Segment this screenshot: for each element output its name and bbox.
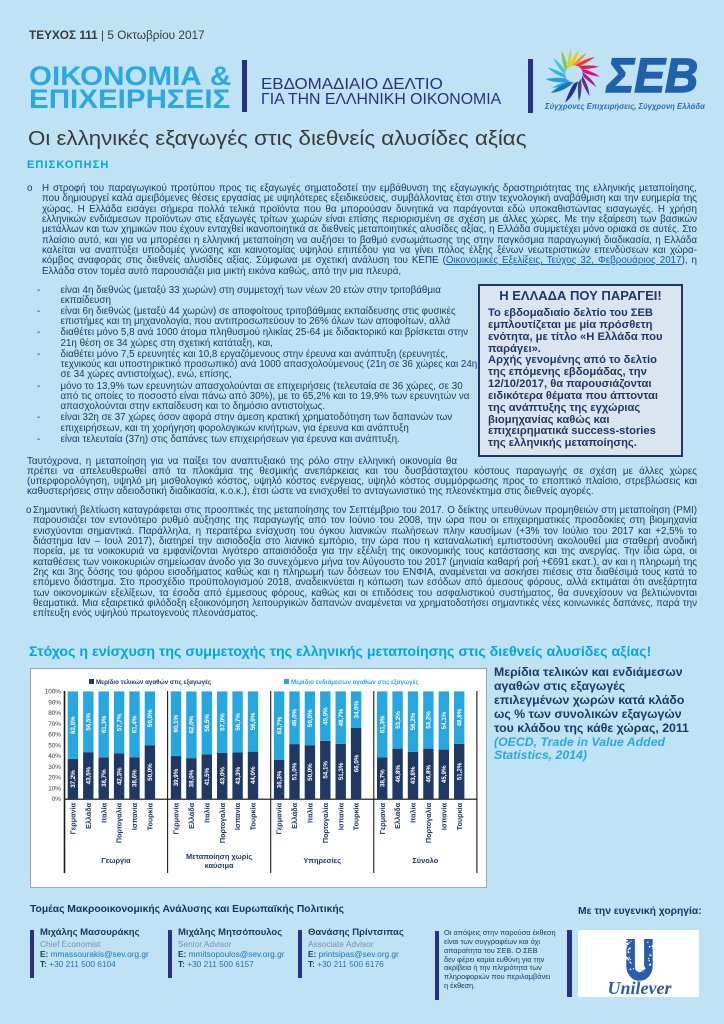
svg-text:56,0%: 56,0% <box>250 712 257 730</box>
svg-text:Ελλάδα: Ελλάδα <box>393 802 402 828</box>
svg-text:70%: 70% <box>48 721 61 728</box>
svg-text:48,8%: 48,8% <box>456 708 463 726</box>
svg-text:Ιταλία: Ιταλία <box>306 802 315 822</box>
svg-text:Πορτογαλία: Πορτογαλία <box>424 802 433 843</box>
svg-text:Γερμανία: Γερμανία <box>172 802 181 834</box>
svg-text:60%: 60% <box>48 732 61 739</box>
svg-text:40%: 40% <box>48 753 61 760</box>
svg-text:Ελλάδα: Ελλάδα <box>290 802 299 828</box>
svg-text:37,2%: 37,2% <box>70 770 77 788</box>
svg-text:56,2%: 56,2% <box>410 712 417 730</box>
svg-text:80%: 80% <box>48 710 61 717</box>
svg-text:90%: 90% <box>48 699 61 706</box>
svg-text:43,8%: 43,8% <box>410 766 417 784</box>
svg-text:49,0%: 49,0% <box>292 708 299 726</box>
svg-text:54,1%: 54,1% <box>323 761 330 779</box>
svg-text:60,1%: 60,1% <box>173 714 180 732</box>
svg-text:Μεταποίηση χωρίς: Μεταποίηση χωρίς <box>186 852 252 861</box>
svg-text:45,9%: 45,9% <box>441 765 448 783</box>
svg-text:61,3%: 61,3% <box>101 715 108 733</box>
svg-text:Πορτογαλία: Πορτογαλία <box>218 802 227 843</box>
svg-text:51,0%: 51,0% <box>292 762 299 780</box>
svg-text:Σύνολο: Σύνολο <box>412 856 438 865</box>
svg-text:66,0%: 66,0% <box>353 754 360 772</box>
svg-text:Ισπανία: Ισπανία <box>130 802 139 830</box>
svg-text:43,5%: 43,5% <box>86 766 93 784</box>
svg-text:53,2%: 53,2% <box>426 711 433 729</box>
svg-text:57,0%: 57,0% <box>219 713 226 731</box>
svg-text:58,5%: 58,5% <box>204 714 211 732</box>
svg-text:51,2%: 51,2% <box>456 762 463 780</box>
svg-text:46,8%: 46,8% <box>426 765 433 783</box>
svg-text:34,0%: 34,0% <box>353 700 360 718</box>
svg-text:Γερμανία: Γερμανία <box>275 802 284 834</box>
svg-text:62,8%: 62,8% <box>70 716 77 734</box>
svg-text:30%: 30% <box>48 764 61 771</box>
svg-text:43,0%: 43,0% <box>219 767 226 785</box>
svg-text:Τουρκία: Τουρκία <box>455 802 464 830</box>
svg-text:Τουρκία: Τουρκία <box>352 802 361 830</box>
svg-text:45,9%: 45,9% <box>323 707 330 725</box>
svg-text:46,8%: 46,8% <box>395 765 402 783</box>
svg-text:Τουρκία: Τουρκία <box>146 802 155 830</box>
svg-text:38,7%: 38,7% <box>101 769 108 787</box>
svg-text:48,7%: 48,7% <box>338 708 345 726</box>
svg-text:61,4%: 61,4% <box>132 715 139 733</box>
svg-text:44,0%: 44,0% <box>250 766 257 784</box>
svg-text:Ισπανία: Ισπανία <box>336 802 345 830</box>
svg-text:Ισπανία: Ισπανία <box>233 802 242 830</box>
svg-text:Ελλάδα: Ελλάδα <box>84 802 93 828</box>
svg-text:10%: 10% <box>48 785 61 792</box>
svg-text:38,0%: 38,0% <box>189 769 196 787</box>
svg-text:56,7%: 56,7% <box>235 713 242 731</box>
svg-text:38,7%: 38,7% <box>379 769 386 787</box>
svg-text:Πορτογαλία: Πορτογαλία <box>321 802 330 843</box>
svg-text:καύσιμα: καύσιμα <box>205 861 234 870</box>
svg-text:20%: 20% <box>48 775 61 782</box>
svg-text:Γερμανία: Γερμανία <box>378 802 387 834</box>
svg-text:50%: 50% <box>48 742 61 749</box>
svg-text:Γεωργία: Γεωργία <box>101 856 131 865</box>
svg-text:Ιταλία: Ιταλία <box>99 802 108 822</box>
svg-text:Unilever: Unilever <box>608 978 673 997</box>
svg-text:42,3%: 42,3% <box>116 767 123 785</box>
svg-text:61,3%: 61,3% <box>379 715 386 733</box>
svg-text:39,9%: 39,9% <box>173 768 180 786</box>
svg-text:54,1%: 54,1% <box>441 711 448 729</box>
svg-text:50,0%: 50,0% <box>147 709 154 727</box>
svg-text:56,5%: 56,5% <box>86 713 93 731</box>
svg-text:Ιταλία: Ιταλία <box>202 802 211 822</box>
svg-text:41,5%: 41,5% <box>204 767 211 785</box>
svg-text:51,3%: 51,3% <box>338 762 345 780</box>
svg-text:Ιταλία: Ιταλία <box>409 802 418 822</box>
svg-text:Υπηρεσίες: Υπηρεσίες <box>303 856 341 865</box>
svg-text:50,0%: 50,0% <box>307 709 314 727</box>
svg-text:Ελλάδα: Ελλάδα <box>187 802 196 828</box>
svg-text:Γερμανία: Γερμανία <box>69 802 78 834</box>
svg-text:53,2%: 53,2% <box>395 711 402 729</box>
svg-text:Τουρκία: Τουρκία <box>249 802 258 830</box>
svg-text:0%: 0% <box>52 796 62 803</box>
svg-text:36,3%: 36,3% <box>276 770 283 788</box>
svg-text:63,7%: 63,7% <box>276 716 283 734</box>
svg-text:43,3%: 43,3% <box>235 766 242 784</box>
svg-text:Πορτογαλία: Πορτογαλία <box>115 802 124 843</box>
svg-text:Μερίδιο ενδιάμεσων αγαθών στις: Μερίδιο ενδιάμεσων αγαθών στις εξαγωγές <box>291 679 419 686</box>
svg-text:50,0%: 50,0% <box>307 763 314 781</box>
svg-text:57,7%: 57,7% <box>116 713 123 731</box>
svg-text:50,0%: 50,0% <box>147 763 154 781</box>
svg-text:Ισπανία: Ισπανία <box>439 802 448 830</box>
svg-text:Μερίδιο τελικών αγαθών στις εξ: Μερίδιο τελικών αγαθών στις εξαγωγές <box>96 679 211 686</box>
svg-text:38,6%: 38,6% <box>132 769 139 787</box>
svg-text:100%: 100% <box>45 689 62 696</box>
svg-text:62,0%: 62,0% <box>189 715 196 733</box>
